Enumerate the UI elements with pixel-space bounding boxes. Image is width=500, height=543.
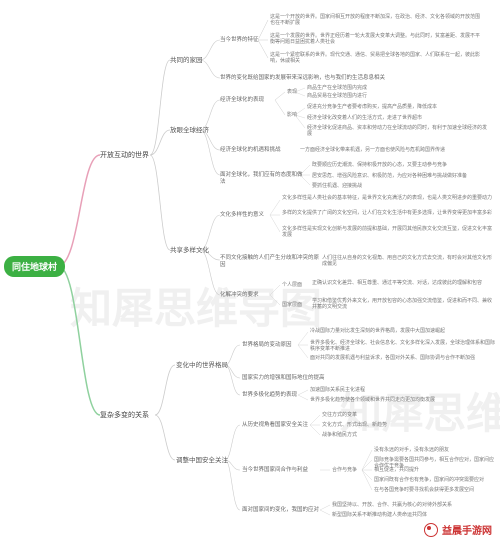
node-adjust-security[interactable]: 调整中国安全关注 xyxy=(176,457,228,465)
leaf: 人们往往从自身的文化视角、用自己的文化方式去交流，有时会对其他文化形成偏见 xyxy=(322,255,492,267)
leaf: 相互促进，共同提升 xyxy=(374,467,419,473)
node[interactable]: 当今世界国家间合作与利益 xyxy=(242,467,320,474)
leaf: 面对共同的发展机遇与利益诉求，各国对外关系、国际协调与合作不断加强 xyxy=(310,355,495,361)
leaf: 战争和殖民方式 xyxy=(322,432,357,438)
leaf: 要抓住机遇、迎接挑战 xyxy=(312,183,362,189)
node[interactable]: 当今世界的特征 xyxy=(220,37,259,44)
leaf: 这是一个开放的世界。国家间相互开放的程度不断加深，在政治、经济、文化各领域的开放… xyxy=(270,14,480,26)
leaf: 新型国际关系不断推动构建人类命运共同体 xyxy=(332,512,492,518)
leaf: 文化多样性是人类社会的基本特征，是世界文化充满活力的表现，也是人类文明进步的重要… xyxy=(282,195,492,201)
branch-complex-relations[interactable]: 复杂多变的关系 xyxy=(100,412,149,420)
node[interactable]: 面对国家间的变化，我国的应对 xyxy=(242,507,327,514)
leaf: 没有永远的对手，没有永远的朋友 xyxy=(374,447,494,453)
mindmap: 同住地球村 开放互动的世界 共同的家园 当今世界的特征 这是一个开放的世界。国家… xyxy=(0,0,500,543)
leaf: 加速国际关系民主化进程 xyxy=(310,387,495,393)
leaf: 这是一个发展的世界。世界正经历着一轮大发展大变革大调整。与此同时，贫富差距、发展… xyxy=(270,33,480,45)
node[interactable]: 经济全球化的表现 xyxy=(220,97,264,104)
node[interactable]: 从历史视角看国家安全关注 xyxy=(242,422,308,429)
leaf: 经济全球化促进商品、资本和劳动力在全球流动的同时，有利于加速全球经济的发展 xyxy=(307,125,487,137)
node-common-home[interactable]: 共同的家园 xyxy=(170,57,203,65)
leaf: 世界的变化既给国家的发展带来深远影响，也与我们的生活息息相关 xyxy=(220,75,420,82)
node-share-culture[interactable]: 共享多样文化 xyxy=(170,247,209,255)
root-node[interactable]: 同住地球村 xyxy=(4,256,65,277)
node-changing-pattern[interactable]: 变化中的世界格局 xyxy=(176,362,228,370)
leaf: 文化多样性是实现文化创新与发展的前提和基础，开展同其他民族文化交流互鉴，促进文化… xyxy=(282,226,492,238)
logo-icon xyxy=(424,523,438,537)
leaf: 正确认识文化差异、相互尊重、通过平等交流、对话，达成彼此的理解和包容 xyxy=(312,280,492,286)
footer-logo: 益晨手游网 xyxy=(424,522,492,537)
leaf: 一方面经济全球化带来机遇，另一方面也使风险与危机跨国界传递 xyxy=(300,147,490,153)
node[interactable]: 文化多样性的意义 xyxy=(220,212,264,219)
node-global-economy[interactable]: 放眼全球经济 xyxy=(170,127,209,135)
leaf: 交往方式的变革 xyxy=(322,412,357,418)
node[interactable]: 个人层面 xyxy=(282,282,302,288)
node[interactable]: 表现 xyxy=(287,89,297,95)
leaf: 经济全球化改变着人们的生活方式，走进了世界超市 xyxy=(307,115,487,121)
leaf: 促进充分竞争生产者要考虑购买，提高产品质量，降低成本 xyxy=(307,104,487,110)
leaf: 这是一个紧密联系的世界。现代交通、通信、贸易把全球各地的国家、人们联系在一起，彼… xyxy=(270,52,480,64)
leaf: 居安思危、增强风险意识、积极防范，为应对各种困难与挑战做好准备 xyxy=(312,173,492,179)
leaf: 多样的文化提供了广阔的文化空间，让人们在文化生活中有更多选择，让世界变得更加丰富… xyxy=(282,210,492,216)
leaf: 在与各国竞争时要寻找机会获得更多发展空间 xyxy=(374,487,494,493)
node[interactable]: 世界多极化趋势的表现 xyxy=(242,392,297,399)
node[interactable]: 国家层面 xyxy=(282,302,302,308)
leaf: 世界多极化、经济全球化、社会信息化、文化多样化深入发展，全球治理体系和国际秩序变… xyxy=(310,340,495,352)
leaf: 国家实力的增强和国际地位的提高 xyxy=(242,375,325,382)
leaf: 文化方式、形式出现、新趋势 xyxy=(322,422,387,428)
node[interactable]: 经济全球化的机遇和挑战 xyxy=(220,147,281,154)
leaf: 国家间既有合作也有竞争，国家间的冲突需要应对 xyxy=(374,477,494,483)
node[interactable]: 面对全球化，我们应有的态度和做法 xyxy=(220,172,305,185)
node[interactable]: 世界格局的变动原因 xyxy=(242,342,292,349)
leaf: 冷战国际力量对比发生深刻的世界格局，发展中大国加速崛起 xyxy=(310,328,495,334)
branch-open-world[interactable]: 开放互动的世界 xyxy=(100,152,149,160)
leaf: 学习和借鉴优秀外来文化，用开放包容的心态加强交流借鉴，促进和而不同、兼收并蓄的文… xyxy=(312,298,492,310)
node[interactable]: 影响 xyxy=(287,112,297,118)
footer-text: 益晨手游网 xyxy=(442,522,492,537)
leaf: 既要顺应历史潮流、保持积极开放的心态，又要主动参与竞争 xyxy=(312,162,492,168)
node[interactable]: 化解冲突的要求 xyxy=(220,292,259,299)
node[interactable]: 合作与竞争 xyxy=(332,467,357,473)
leaf: 我国坚持以、开放、合作、共赢为核心的对待外部关系 xyxy=(332,502,492,508)
leaf: 商品生产在全球范围内完成 xyxy=(307,85,367,91)
leaf: 世界多极化趋势使各个领域和世界共同走向更加均衡发展 xyxy=(310,397,495,403)
leaf: 商品贸易在全球范围内进行 xyxy=(307,93,367,99)
node[interactable]: 不同文化接触的人们产生分歧和冲突的原因 xyxy=(220,255,320,268)
